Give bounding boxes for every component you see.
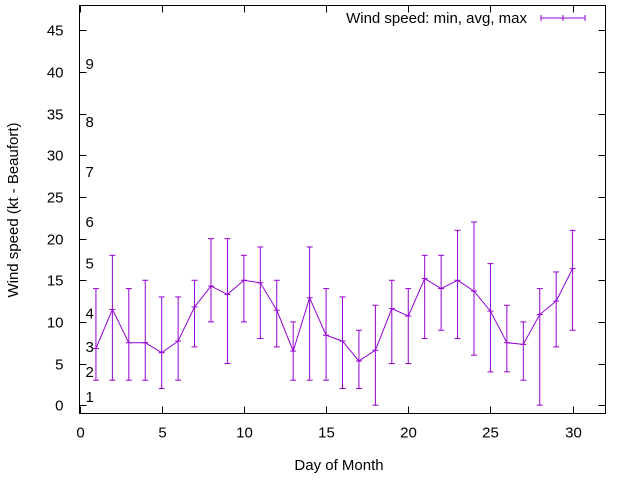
y-tick-label: 40: [47, 65, 64, 82]
x-tick-label: 5: [158, 425, 166, 442]
x-tick-label: 20: [400, 425, 417, 442]
beaufort-label: 3: [86, 339, 94, 356]
beaufort-label: 6: [86, 214, 94, 231]
legend: Wind speed: min, avg, max: [346, 10, 586, 27]
x-tick-label: 15: [318, 425, 335, 442]
y-tick-label: 15: [47, 273, 64, 290]
y-tick-label: 35: [47, 107, 64, 124]
legend-key-icon: [540, 15, 586, 21]
beaufort-label: 2: [86, 364, 94, 381]
y-tick-label: 30: [47, 148, 64, 165]
y-tick-label: 25: [47, 190, 64, 207]
x-tick-label: 30: [565, 425, 582, 442]
y-tick-label: 45: [47, 23, 64, 40]
y-tick-label: 0: [55, 398, 63, 415]
beaufort-label: 1: [86, 389, 94, 406]
x-axis-label: Day of Month: [294, 457, 383, 474]
x-tick-label: 10: [236, 425, 253, 442]
beaufort-label: 4: [86, 306, 94, 323]
y-tick-label: 5: [55, 357, 63, 374]
beaufort-label: 5: [86, 256, 94, 273]
plot-frame: [79, 5, 606, 414]
x-axis: 0 5 10 15 20 25 30: [76, 5, 582, 442]
y-axis-label: Wind speed (kt - Beaufort): [5, 122, 22, 297]
avg-line: [95, 268, 574, 362]
y-tick-label: 20: [47, 232, 64, 249]
x-tick-label: 25: [482, 425, 499, 442]
beaufort-scale-labels: 1 2 3 4 5 6 7 8 9: [86, 56, 94, 406]
wind-speed-series: [92, 221, 576, 406]
legend-label: Wind speed: min, avg, max: [346, 10, 527, 27]
y-tick-label: 10: [47, 315, 64, 332]
x-tick-label: 0: [76, 425, 84, 442]
beaufort-label: 9: [86, 56, 94, 73]
beaufort-label: 7: [86, 164, 94, 181]
beaufort-label: 8: [86, 114, 94, 131]
